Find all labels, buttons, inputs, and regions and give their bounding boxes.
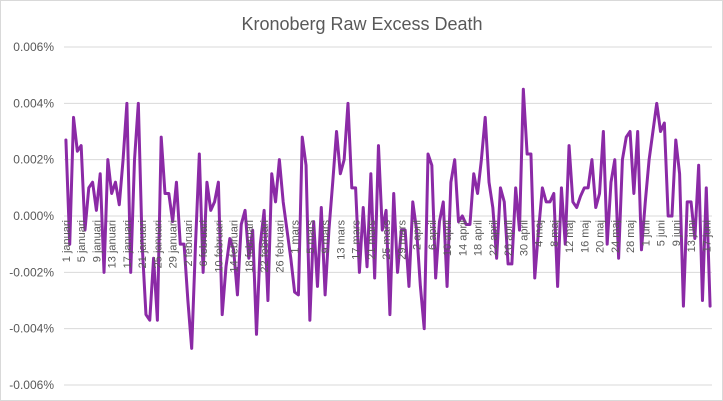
x-axis-tick-labels: 1 januari 5 januari 9 januari 13 januari 17 … — [61, 220, 713, 273]
y-tick-label: 0.002% — [13, 153, 54, 167]
x-tick-label: 29 mars — [396, 220, 408, 260]
x-tick-label: 21 mars — [366, 220, 378, 260]
x-tick-label: 4 maj — [534, 220, 546, 247]
x-tick-label: 22 februari — [259, 220, 271, 273]
x-tick-label: 6 april — [427, 220, 439, 250]
x-tick-label: 9 juni — [671, 220, 683, 246]
x-tick-label: 6 februari — [198, 220, 210, 266]
x-tick-label: 14 april — [457, 220, 469, 256]
x-tick-label: 26 februari — [274, 220, 286, 273]
series-layer — [64, 87, 712, 350]
x-tick-label: 25 mars — [381, 220, 393, 260]
x-tick-label: 8 maj — [549, 220, 561, 247]
x-tick-label: 21 januari — [137, 220, 149, 268]
x-tick-label: 9 januari — [91, 220, 103, 262]
x-tick-label: 14 februari — [229, 220, 241, 273]
y-tick-label: -0.004% — [9, 322, 54, 336]
x-tick-label: 17 juni — [701, 220, 713, 252]
y-tick-label: -0.006% — [9, 378, 54, 392]
x-tick-label: 1 januari — [61, 220, 73, 262]
x-tick-label: 20 maj — [595, 220, 607, 253]
x-tick-label: 9 mars — [320, 220, 332, 254]
y-axis-tick-labels: -0.006% -0.004% -0.002% 0.000% 0.002% 0.004% 0… — [9, 40, 54, 392]
x-tick-label: 28 maj — [625, 220, 637, 253]
y-tick-label: 0.006% — [13, 40, 54, 54]
x-tick-label: 17 mars — [351, 220, 363, 260]
x-tick-label: 25 januari — [152, 220, 164, 268]
x-tick-label: 26 april — [503, 220, 515, 256]
x-tick-label: 17 januari — [122, 220, 134, 268]
x-tick-label: 5 mars — [305, 220, 317, 254]
x-tick-label: 18 februari — [244, 220, 256, 273]
series-line-kronoberg — [64, 87, 712, 350]
x-tick-label: 13 mars — [335, 220, 347, 260]
x-tick-label: 2 februari — [183, 220, 195, 266]
x-tick-label: 30 april — [518, 220, 530, 256]
x-tick-label: 5 januari — [76, 220, 88, 262]
x-tick-label: 10 februari — [213, 220, 225, 273]
y-tick-label: 0.004% — [13, 96, 54, 110]
x-tick-label: 10 april — [442, 220, 454, 256]
x-tick-label: 24 maj — [610, 220, 622, 253]
y-tick-label: -0.002% — [9, 265, 54, 279]
x-tick-label: 16 maj — [579, 220, 591, 253]
x-tick-label: 2 april — [412, 220, 424, 250]
x-tick-label: 13 januari — [107, 220, 119, 268]
x-tick-label: 13 juni — [686, 220, 698, 252]
x-tick-label: 1 mars — [290, 220, 302, 254]
chart-title: Kronoberg Raw Excess Death — [241, 14, 482, 34]
gridlines — [64, 46, 712, 386]
x-tick-label: 29 januari — [168, 220, 180, 268]
x-tick-label: 12 maj — [564, 220, 576, 253]
x-tick-label: 1 juni — [640, 220, 652, 246]
x-tick-label: 18 april — [473, 220, 485, 256]
y-tick-label: 0.000% — [13, 209, 54, 223]
x-tick-label: 22 april — [488, 220, 500, 256]
x-tick-label: 5 juni — [656, 220, 668, 246]
